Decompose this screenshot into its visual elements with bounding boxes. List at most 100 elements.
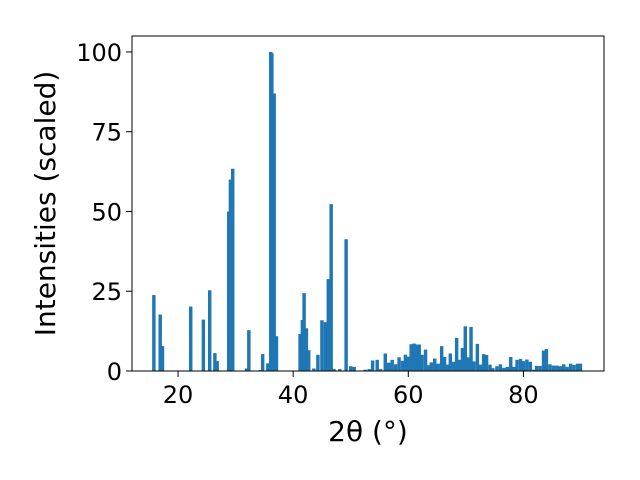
bar (375, 359, 379, 371)
bar (439, 346, 444, 371)
x-axis-label: 2θ (°) (328, 415, 408, 448)
bar (429, 362, 434, 371)
bar (454, 337, 459, 371)
bar (502, 367, 506, 371)
bar (551, 365, 556, 371)
bar (457, 359, 462, 371)
bar (316, 354, 320, 371)
bar (460, 348, 465, 371)
y-tick-label: 100 (76, 39, 122, 67)
bar (213, 353, 217, 371)
x-axis-ticks: 20 40 60 80 (163, 371, 539, 409)
bar (525, 359, 529, 371)
bar (329, 204, 333, 371)
y-tick-label: 75 (91, 119, 122, 147)
bar (442, 356, 447, 371)
bar (247, 330, 251, 371)
y-axis-ticks: 0 25 50 75 100 (76, 39, 132, 386)
bar (541, 350, 546, 371)
bar (158, 314, 162, 371)
bar (412, 343, 416, 371)
bar (409, 344, 413, 371)
bar (306, 350, 311, 371)
bar (349, 366, 353, 371)
bar (363, 369, 367, 371)
bar (414, 344, 419, 371)
bar (575, 363, 580, 371)
bar (538, 365, 542, 371)
bar (548, 364, 552, 371)
bar (304, 328, 309, 371)
bar (568, 363, 573, 371)
x-tick-label: 20 (163, 381, 194, 409)
bar (397, 357, 401, 371)
bars-group (152, 51, 583, 372)
bar (302, 293, 306, 371)
bar (436, 363, 440, 371)
bar (512, 366, 516, 371)
bar (495, 366, 499, 371)
bar (488, 364, 492, 371)
bar (469, 326, 473, 371)
bar (403, 354, 408, 371)
y-tick-label: 25 (91, 278, 122, 306)
bar (260, 354, 265, 371)
bar (484, 355, 489, 371)
y-tick-label: 50 (91, 198, 122, 226)
bar (298, 333, 302, 371)
x-tick-label: 80 (508, 381, 539, 409)
bar (466, 357, 470, 371)
bar (433, 358, 437, 371)
y-tick-label: 0 (107, 358, 122, 386)
bar (378, 369, 383, 371)
bar (400, 360, 405, 371)
bar (152, 295, 156, 371)
bar (534, 365, 539, 371)
bar (555, 365, 559, 371)
bar (475, 343, 480, 371)
bar (352, 366, 356, 371)
bar (561, 364, 566, 371)
bar (423, 349, 428, 371)
bar (452, 361, 456, 371)
bar (387, 362, 391, 371)
bar (515, 359, 519, 371)
bar (463, 326, 467, 371)
bar (207, 290, 212, 371)
bar (332, 369, 336, 371)
bar (266, 363, 270, 371)
plot-frame (131, 35, 605, 372)
bar (544, 348, 549, 371)
bar (417, 344, 421, 371)
bar (521, 361, 526, 371)
bar (383, 353, 387, 371)
bar (532, 369, 536, 371)
bar (406, 356, 411, 371)
bar (188, 306, 193, 371)
bar (215, 361, 219, 371)
bar (370, 360, 375, 371)
bar (393, 364, 398, 371)
bar (231, 168, 235, 371)
bar (367, 369, 371, 371)
bar (528, 361, 533, 371)
bar (509, 356, 513, 371)
bar (390, 359, 394, 371)
bar (274, 336, 279, 371)
bar (326, 279, 331, 371)
bar (338, 369, 342, 371)
bar (478, 364, 482, 371)
bar (505, 366, 510, 371)
bar (420, 354, 424, 371)
bar (426, 365, 431, 371)
bar (448, 353, 453, 371)
bar (481, 354, 486, 371)
bar (498, 364, 503, 371)
bar (572, 364, 576, 371)
bar (300, 319, 305, 371)
bar (558, 366, 562, 371)
bar (320, 320, 324, 371)
bar (491, 368, 495, 371)
bar (518, 358, 523, 371)
